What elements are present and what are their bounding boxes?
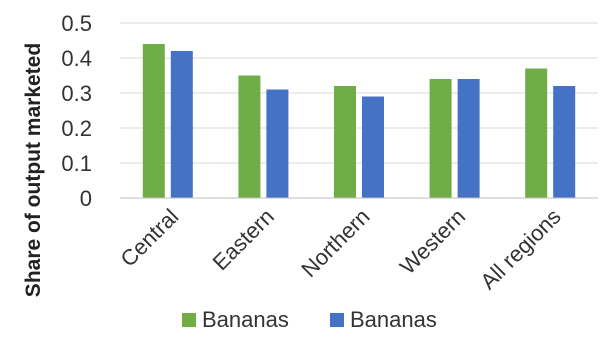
legend-label: Bananas bbox=[350, 307, 437, 332]
x-category-label: Northern bbox=[296, 204, 374, 282]
bar-eastern-series-2 bbox=[266, 89, 289, 198]
bar-northern-series-2 bbox=[362, 96, 384, 198]
bar-all-regions-series-2 bbox=[553, 86, 576, 198]
bar-all-regions-series-1 bbox=[525, 68, 548, 198]
y-tick-label: 0.1 bbox=[61, 151, 92, 176]
x-category-label: Central bbox=[116, 204, 184, 272]
y-tick-label: 0.4 bbox=[61, 46, 92, 71]
bar-central-series-1 bbox=[142, 44, 165, 198]
bar-eastern-series-1 bbox=[238, 75, 261, 198]
legend-label: Bananas bbox=[202, 307, 289, 332]
y-axis-label: Share of output marketed bbox=[22, 43, 45, 297]
bar-western-series-1 bbox=[429, 79, 452, 198]
x-category-label: Eastern bbox=[208, 204, 279, 275]
bar-northern-series-1 bbox=[334, 86, 356, 198]
legend: Bananas Bananas bbox=[182, 307, 437, 332]
legend-swatch bbox=[182, 313, 196, 327]
bar-central-series-2 bbox=[170, 51, 193, 198]
y-tick-label: 0.5 bbox=[61, 11, 92, 36]
x-category-label: Western bbox=[395, 204, 470, 279]
y-axis-ticks: 0 0.1 0.2 0.3 0.4 0.5 bbox=[61, 11, 92, 211]
x-category-label: All regions bbox=[475, 204, 565, 294]
bar-western-series-2 bbox=[457, 79, 480, 198]
x-axis-categories: Central Eastern Northern Western All regions bbox=[116, 204, 566, 294]
y-tick-label: 0.2 bbox=[61, 116, 92, 141]
y-tick-label: 0.3 bbox=[61, 81, 92, 106]
y-tick-label: 0 bbox=[80, 186, 92, 211]
gridlines bbox=[120, 22, 598, 164]
bars bbox=[142, 44, 576, 198]
legend-swatch bbox=[330, 313, 344, 327]
